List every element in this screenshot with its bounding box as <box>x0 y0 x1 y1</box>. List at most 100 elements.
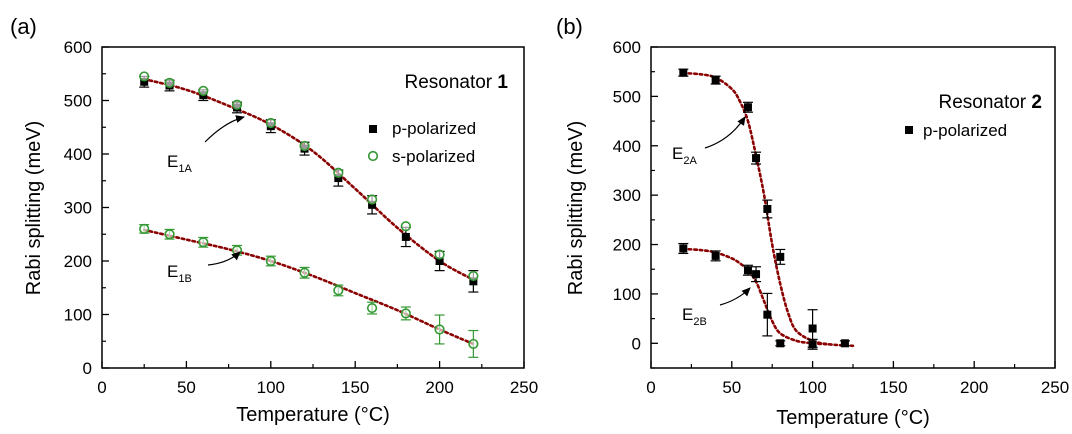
x-tick-label: 100 <box>257 378 285 397</box>
legend-a: Resonator 1 p-polarized s-polarized <box>367 72 508 166</box>
data-point <box>840 339 849 348</box>
fit-curve-b-2 <box>682 247 831 346</box>
series-a-1 <box>139 75 479 293</box>
legend-marker-p-b <box>905 126 913 134</box>
data-point <box>198 85 209 96</box>
x-tick-label: 0 <box>97 378 106 397</box>
data-point <box>468 338 479 350</box>
data-point <box>808 340 817 349</box>
series-b-1 <box>678 68 850 348</box>
annotation-e1a: E1A <box>167 115 245 175</box>
fit-curve-a-1 <box>142 77 475 282</box>
axis-ticks-b: 0 50 100 150 200 250 0 100 200 300 400 500 600 <box>613 38 1070 397</box>
data-point <box>434 324 445 335</box>
data-point <box>139 223 150 234</box>
data-point <box>711 76 720 85</box>
series-a-2 <box>139 71 479 282</box>
annotation-e2b-main: E <box>682 305 693 324</box>
data-point <box>679 244 688 253</box>
y-tick-label: 200 <box>64 252 92 271</box>
annotation-e1a-label: E1A <box>167 152 192 175</box>
data-point <box>468 270 479 282</box>
y-tick-label: 0 <box>83 359 92 378</box>
data-point <box>334 174 343 183</box>
data-point <box>679 68 688 77</box>
plot-area-a <box>139 71 479 358</box>
y-axis-label-b: Rabi splitting (meV) <box>565 121 587 296</box>
data-point <box>401 232 410 241</box>
annotation-e2a-label: E2A <box>672 144 697 167</box>
series-a-3 <box>139 223 479 358</box>
data-point <box>231 99 243 110</box>
data-point <box>140 77 149 86</box>
data-point <box>752 270 761 279</box>
legend-entry-p-b: p-polarized <box>923 121 1007 140</box>
data-point <box>164 229 175 240</box>
legend-entry-p-a: p-polarized <box>392 119 476 138</box>
x-tick-label: 150 <box>879 378 907 397</box>
series-b-2 <box>678 242 818 350</box>
legend-title-number-b: 2 <box>1031 92 1042 113</box>
data-point <box>469 277 478 286</box>
y-tick-label: 0 <box>632 334 641 353</box>
legend-title-prefix-b: Resonator <box>938 92 1031 113</box>
data-point <box>400 308 411 319</box>
data-point <box>808 324 817 333</box>
data-point <box>776 252 785 261</box>
x-tick-label: 0 <box>646 378 655 397</box>
annotation-e1b-sub: 1B <box>178 273 191 285</box>
x-axis-label-b: Temperature (°C) <box>776 407 930 429</box>
legend-title-prefix-a: Resonator <box>404 72 497 93</box>
y-tick-label: 600 <box>64 38 92 57</box>
axis-ticks-a: 0 50 100 150 200 250 0 100 200 300 400 500 600 <box>64 38 539 397</box>
y-tick-label: 500 <box>64 92 92 111</box>
data-point <box>265 255 276 267</box>
x-tick-label: 50 <box>177 378 196 397</box>
data-point <box>752 154 761 163</box>
y-tick-label: 200 <box>613 236 641 255</box>
y-axis-label-a: Rabi splitting (meV) <box>23 121 45 296</box>
x-tick-label: 200 <box>960 378 988 397</box>
data-point <box>743 266 752 275</box>
data-point <box>368 200 377 209</box>
y-tick-label: 500 <box>613 87 641 106</box>
y-tick-label: 400 <box>64 145 92 164</box>
data-point <box>763 204 772 213</box>
data-point <box>231 245 243 256</box>
data-point <box>366 194 378 205</box>
x-tick-label: 200 <box>425 378 453 397</box>
panel-a: (a) 0 50 100 150 200 250 0 100 200 300 400 500 600 T… <box>10 14 538 426</box>
annotation-e2a-main: E <box>672 144 683 163</box>
legend-title-b: Resonator 2 <box>938 92 1042 113</box>
data-point <box>299 140 310 152</box>
data-point <box>711 251 720 260</box>
data-point <box>198 237 209 248</box>
x-tick-label: 50 <box>722 378 741 397</box>
annotation-e2b: E2B <box>682 287 751 328</box>
y-tick-label: 100 <box>613 285 641 304</box>
annotation-e1b-main: E <box>167 262 178 281</box>
panel-b: (b) 0 50 100 150 200 250 0 100 200 300 400 500 600 T… <box>556 14 1069 429</box>
x-tick-label: 250 <box>1041 378 1069 397</box>
panel-label-b: (b) <box>556 14 583 39</box>
data-point <box>763 310 772 319</box>
y-tick-label: 300 <box>613 186 641 205</box>
data-point <box>299 267 310 278</box>
data-point <box>435 257 444 265</box>
annotation-e2b-label: E2B <box>682 305 707 328</box>
legend-b: Resonator 2 p-polarized <box>905 92 1042 140</box>
y-tick-label: 400 <box>613 137 641 156</box>
panel-label-a: (a) <box>10 14 37 39</box>
plot-area-b <box>678 68 855 350</box>
annotation-e2a-sub: 2A <box>683 155 697 167</box>
data-point <box>743 103 752 112</box>
y-tick-label: 600 <box>613 38 641 57</box>
data-point <box>164 77 175 88</box>
arrow-e1b <box>207 251 241 266</box>
x-tick-label: 150 <box>341 378 369 397</box>
annotation-e2a: E2A <box>672 116 746 167</box>
data-point <box>333 285 344 296</box>
data-point <box>400 221 411 232</box>
legend-marker-s-a <box>367 150 379 162</box>
data-point <box>333 167 344 178</box>
